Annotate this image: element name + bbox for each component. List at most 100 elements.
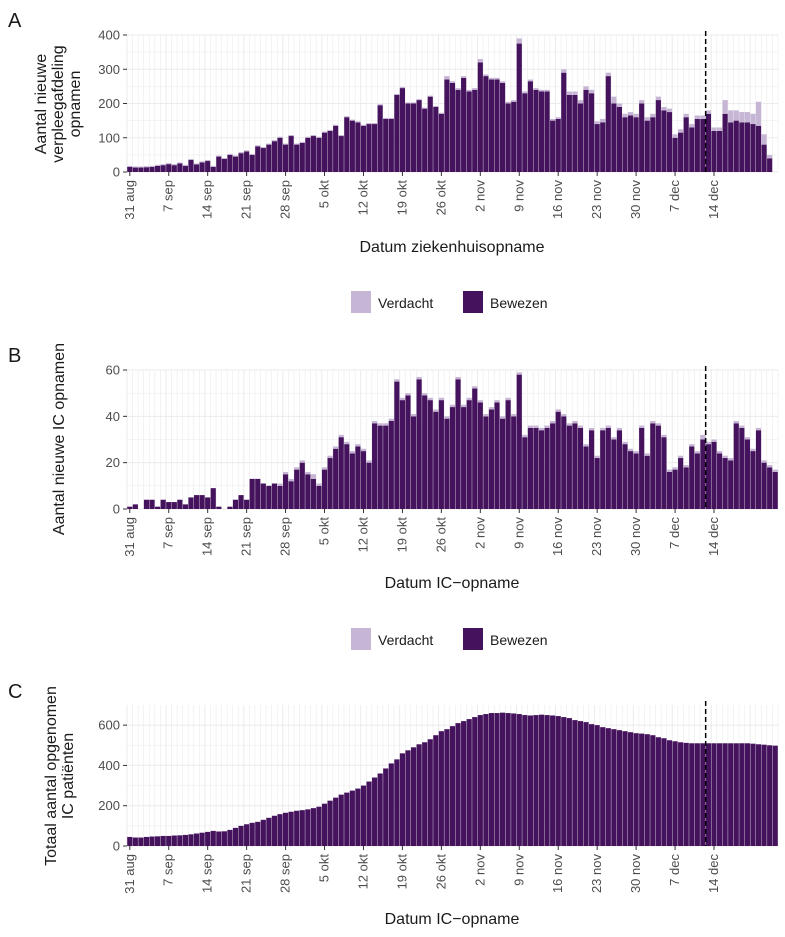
bar-bewezen: [249, 822, 255, 846]
panel-tag-C: C: [8, 681, 22, 703]
bar-bewezen: [155, 836, 161, 846]
x-tick-label: 30 nov: [628, 180, 643, 220]
bar-bewezen: [383, 118, 389, 172]
bar-bewezen: [171, 502, 177, 509]
x-tick-label: 26 okt: [433, 854, 448, 890]
bar-bewezen: [544, 715, 550, 846]
bar-bewezen: [622, 731, 628, 846]
bar-bewezen: [127, 166, 133, 172]
bar-bewezen: [683, 742, 689, 846]
bar-bewezen: [155, 506, 161, 509]
bar-bewezen: [266, 144, 272, 172]
bar-bewezen: [761, 744, 767, 846]
bar-bewezen: [611, 729, 617, 846]
bar-bewezen: [477, 402, 483, 509]
bar-bewezen: [199, 162, 205, 172]
bar-bewezen: [605, 76, 611, 172]
bar-bewezen: [650, 735, 656, 846]
bar-verdacht: [282, 143, 289, 145]
bar-bewezen: [594, 725, 600, 846]
bar-verdacht: [494, 77, 500, 80]
bar-bewezen: [444, 729, 450, 846]
bar-verdacht: [438, 112, 444, 114]
bar-bewezen: [711, 743, 717, 846]
bar-verdacht: [282, 471, 289, 475]
bar-verdacht: [683, 464, 689, 468]
bar-verdacht: [227, 153, 233, 155]
bar-bewezen: [750, 451, 756, 509]
bar-verdacht: [672, 467, 678, 470]
bar-bewezen: [461, 721, 467, 846]
bar-bewezen: [427, 96, 433, 172]
x-tick-label: 31 aug: [122, 517, 137, 557]
bar-bewezen: [499, 418, 506, 509]
bar-bewezen: [705, 743, 712, 846]
bar-verdacht: [410, 414, 417, 417]
bar-bewezen: [143, 836, 150, 846]
bar-verdacht: [316, 136, 322, 138]
bar-bewezen: [360, 785, 367, 846]
bar-bewezen: [277, 814, 283, 846]
bar-bewezen: [438, 400, 444, 509]
bar-bewezen: [399, 88, 406, 172]
bar-verdacht: [149, 165, 155, 167]
bar-bewezen: [182, 834, 189, 846]
x-tick-label: 16 nov: [550, 854, 565, 894]
bar-bewezen: [227, 506, 233, 509]
bar-verdacht: [427, 95, 433, 97]
bar-verdacht: [739, 112, 745, 123]
bar-verdacht: [672, 134, 678, 138]
bar-bewezen: [600, 727, 606, 846]
bar-verdacht: [561, 69, 567, 73]
bar-bewezen: [466, 91, 472, 172]
bar-verdacht: [416, 99, 422, 101]
bar-verdacht: [505, 397, 511, 401]
bar-verdacht: [761, 134, 767, 145]
bar-bewezen: [728, 743, 734, 846]
bar-bewezen: [282, 812, 289, 846]
bar-bewezen: [221, 158, 227, 172]
bar-bewezen: [344, 444, 350, 509]
bar-verdacht: [210, 165, 216, 167]
bar-bewezen: [527, 715, 533, 846]
bar-bewezen: [410, 103, 417, 172]
bar-bewezen: [594, 458, 600, 509]
bar-bewezen: [232, 827, 239, 846]
y-tick-label: 0: [113, 839, 120, 854]
bar-verdacht: [700, 434, 706, 440]
bar-bewezen: [761, 144, 767, 172]
x-axis-title: Datum ziekenhuisopname: [360, 239, 545, 256]
bar-verdacht: [477, 58, 483, 63]
bar-bewezen: [622, 444, 628, 509]
x-tick-label: 9 nov: [511, 180, 526, 212]
x-tick-label: 14 sep: [200, 854, 215, 893]
bar-verdacht: [333, 124, 339, 126]
bar-verdacht: [277, 136, 283, 138]
bar-bewezen: [188, 160, 194, 172]
bar-bewezen: [199, 495, 205, 509]
bar-bewezen: [689, 743, 695, 846]
bar-bewezen: [344, 117, 350, 172]
bar-bewezen: [772, 471, 778, 509]
bar-bewezen: [728, 460, 734, 509]
bar-bewezen: [366, 781, 372, 846]
bar-bewezen: [550, 120, 556, 172]
bar-verdacht: [327, 455, 333, 459]
bar-verdacht: [333, 446, 339, 449]
bar-bewezen: [694, 743, 700, 846]
bar-bewezen: [733, 120, 739, 172]
bar-bewezen: [700, 118, 706, 172]
bar-bewezen: [527, 81, 533, 172]
bar-verdacht: [694, 115, 700, 119]
bar-bewezen: [683, 117, 689, 172]
bar-verdacht: [639, 100, 645, 104]
bar-verdacht: [249, 153, 255, 155]
bar-bewezen: [333, 797, 339, 846]
bar-bewezen: [410, 747, 417, 846]
bar-verdacht: [700, 115, 706, 119]
bar-verdacht: [633, 113, 639, 118]
bar-verdacht: [555, 117, 561, 119]
bar-verdacht: [511, 100, 517, 102]
bar-verdacht: [277, 483, 283, 486]
